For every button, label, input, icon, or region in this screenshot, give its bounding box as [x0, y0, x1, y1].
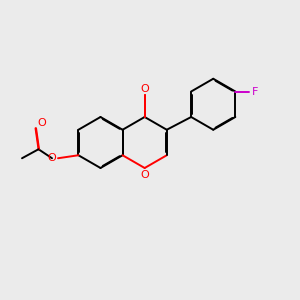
Text: F: F: [252, 86, 258, 97]
Text: O: O: [37, 118, 46, 128]
Text: O: O: [140, 169, 149, 180]
Text: O: O: [48, 153, 56, 163]
Text: O: O: [140, 84, 149, 94]
